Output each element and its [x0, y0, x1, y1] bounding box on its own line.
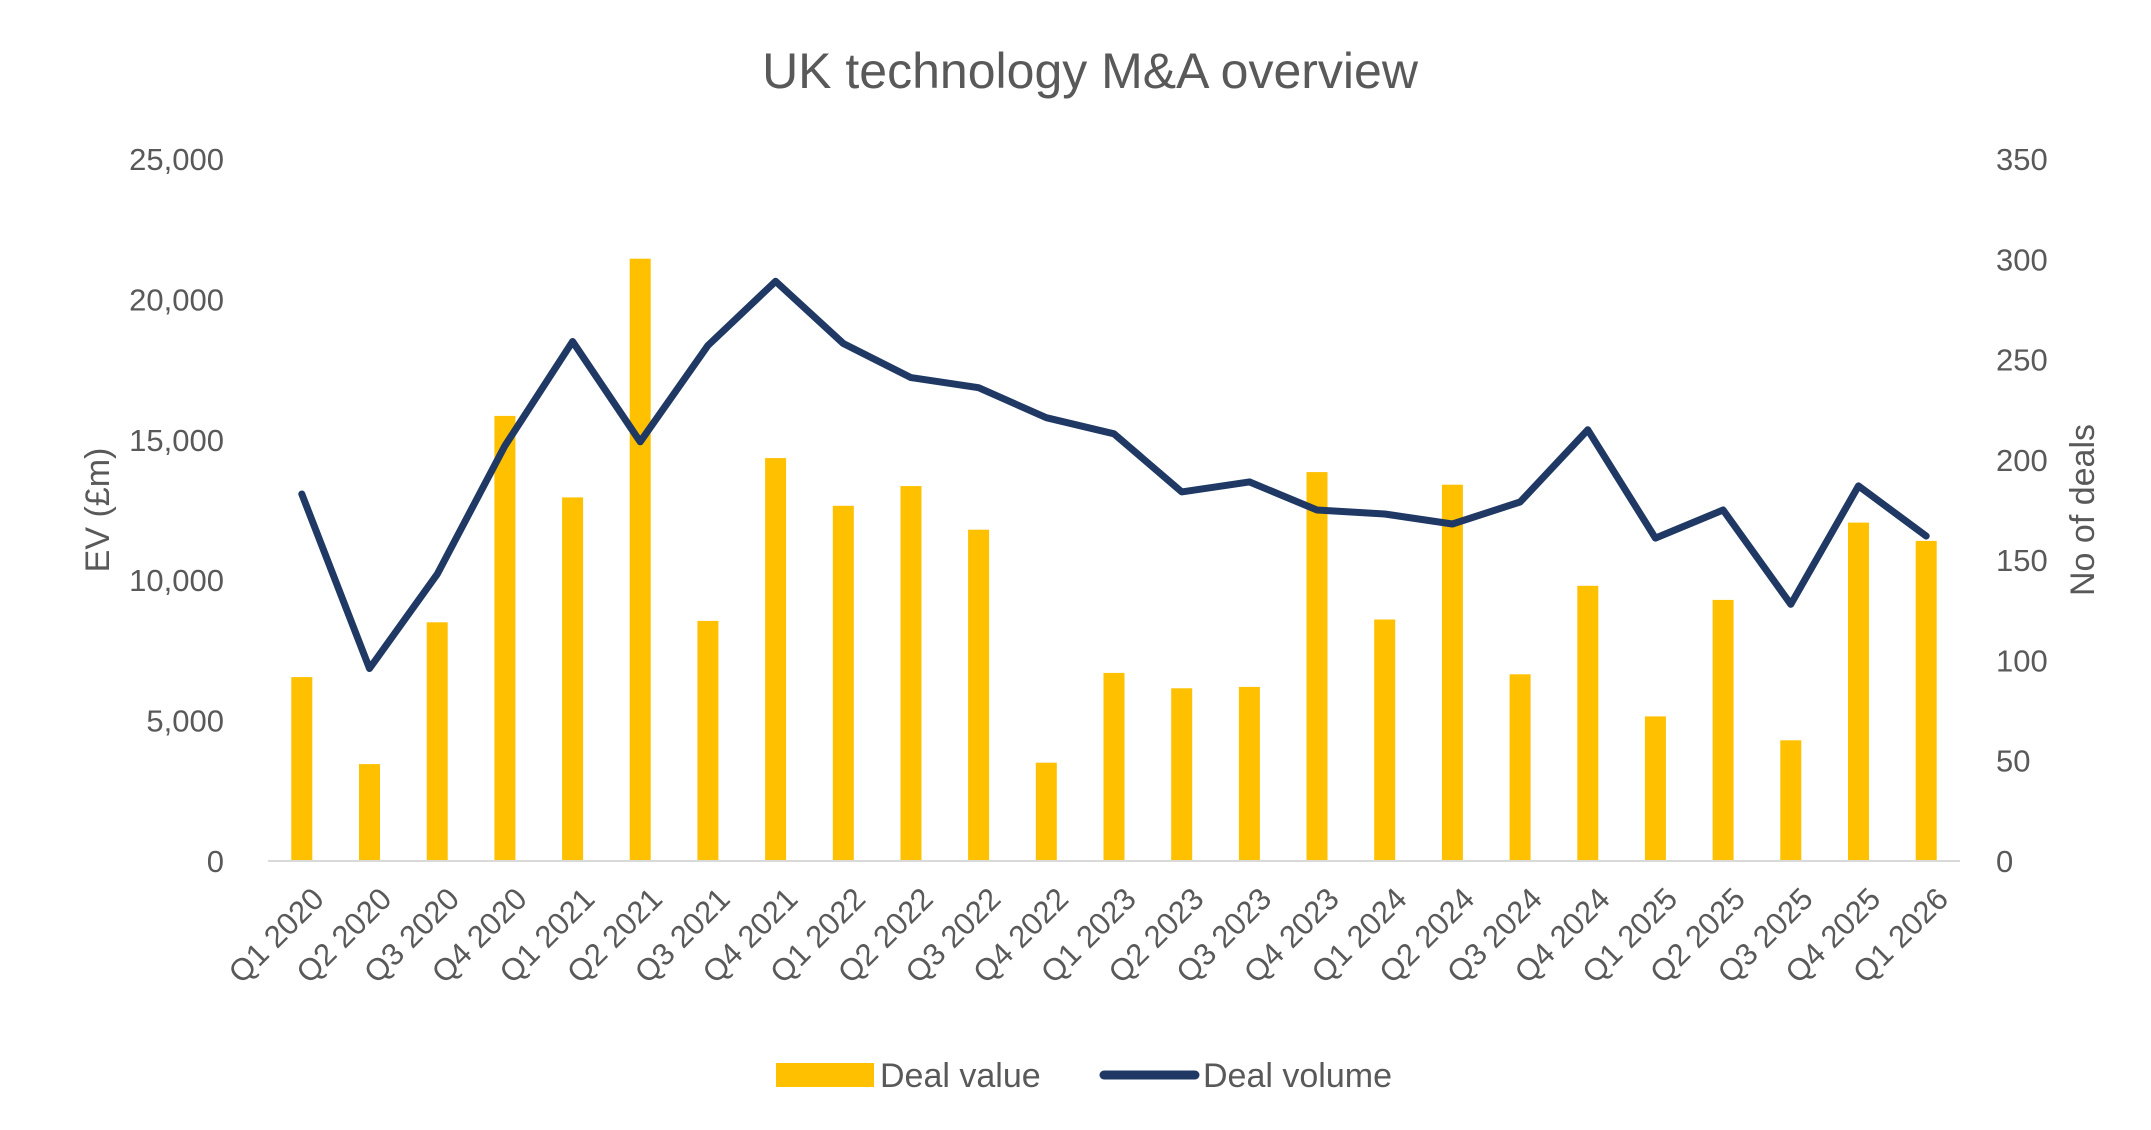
deal-volume-line — [298, 277, 1930, 672]
bar-deal-value — [1374, 619, 1396, 861]
bar-deal-value — [426, 622, 448, 861]
right-axis-ticks: 0 50 100 150 200 250 300 350 — [1996, 142, 2048, 879]
left-axis-tick-label: 10,000 — [129, 563, 224, 598]
bar-series — [291, 258, 1937, 861]
left-axis-tick-label: 5,000 — [146, 704, 224, 739]
right-axis-tick-label: 100 — [1996, 643, 2048, 678]
bar-deal-value — [1306, 472, 1328, 861]
left-axis-tick-label: 25,000 — [129, 142, 224, 177]
bar-deal-value — [900, 486, 922, 861]
left-axis-tick-label: 0 — [207, 844, 224, 879]
bar-deal-value — [765, 458, 787, 861]
bar-deal-value — [1509, 674, 1531, 861]
bar-deal-value — [1577, 585, 1599, 861]
right-axis-tick-label: 0 — [1996, 844, 2013, 879]
bar-deal-value — [1035, 762, 1057, 861]
bar-deal-value — [968, 529, 990, 861]
chart-title: UK technology M&A overview — [762, 43, 1419, 99]
right-axis-title: No of deals — [2064, 424, 2102, 596]
right-axis-tick-label: 50 — [1996, 744, 2030, 779]
bar-deal-value — [1644, 716, 1666, 861]
right-axis-tick-label: 150 — [1996, 543, 2048, 578]
legend-label-deal-value: Deal value — [880, 1057, 1041, 1095]
bar-deal-value — [562, 497, 584, 861]
bar-deal-value — [1238, 686, 1260, 861]
right-axis-tick-label: 250 — [1996, 343, 2048, 378]
left-axis-title: EV (£m) — [79, 448, 117, 573]
bar-deal-value — [1915, 540, 1937, 861]
bar-deal-value — [1171, 688, 1193, 861]
bar-deal-value — [697, 620, 719, 861]
bar-deal-value — [629, 258, 651, 861]
legend: Deal value Deal volume — [776, 1057, 1392, 1095]
right-axis-tick-label: 200 — [1996, 443, 2048, 478]
bar-deal-value — [1848, 522, 1869, 861]
bar-deal-value — [832, 505, 854, 861]
bar-deal-value — [1780, 740, 1802, 861]
bar-deal-value — [494, 415, 516, 861]
left-axis-tick-label: 20,000 — [129, 282, 224, 317]
left-axis-ticks: 0 5,000 10,000 15,000 20,000 25,000 — [129, 142, 224, 879]
bar-deal-value — [1103, 672, 1125, 861]
legend-label-deal-volume: Deal volume — [1203, 1057, 1392, 1095]
bar-deal-value — [291, 677, 313, 861]
bar-deal-value — [1712, 599, 1734, 861]
left-axis-tick-label: 15,000 — [129, 423, 224, 458]
right-axis-tick-label: 300 — [1996, 242, 2048, 277]
bar-deal-value — [1441, 484, 1463, 861]
legend-swatch-deal-value — [776, 1063, 874, 1087]
right-axis-tick-label: 350 — [1996, 142, 2048, 177]
bar-deal-value — [359, 764, 380, 861]
